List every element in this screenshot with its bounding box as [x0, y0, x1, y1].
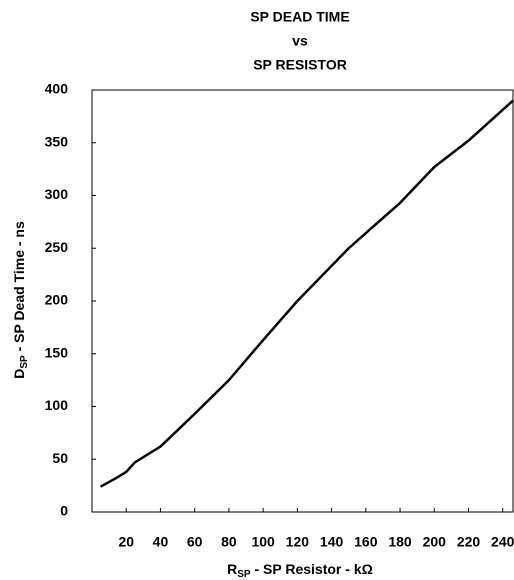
y-tick-label: 350: [45, 133, 69, 149]
y-label-sub: SP: [19, 355, 30, 369]
x-tick-label: 180: [388, 534, 412, 550]
x-tick-label: 80: [221, 534, 237, 550]
x-tick-label: 120: [286, 534, 310, 550]
y-tick-label: 100: [45, 397, 69, 413]
y-tick-label: 300: [45, 186, 69, 202]
chart-title: SP RESISTOR: [253, 57, 347, 73]
x-label-sub: SP: [237, 569, 251, 580]
chart-title: vs: [292, 33, 308, 49]
x-tick-label: 220: [457, 534, 481, 550]
y-tick-label: 250: [45, 239, 69, 255]
y-tick-label: 200: [45, 292, 69, 308]
x-tick-label: 240: [491, 534, 514, 550]
y-tick-label: 400: [45, 81, 69, 97]
y-axis-label: DSP - SP Dead Time - ns: [11, 221, 30, 379]
x-tick-label: 20: [118, 534, 134, 550]
y-tick-label: 0: [60, 503, 68, 519]
y-tick-label: 50: [52, 450, 68, 466]
y-tick-label: 150: [45, 344, 69, 360]
chart-title: SP DEAD TIME: [250, 9, 349, 25]
x-tick-label: 40: [153, 534, 169, 550]
y-label-rest: - SP Dead Time - ns: [11, 221, 27, 355]
x-tick-label: 160: [354, 534, 378, 550]
data-line: [99, 99, 514, 488]
x-tick-label: 200: [423, 534, 447, 550]
x-tick-label: 60: [187, 534, 203, 550]
y-label-main: D: [11, 369, 27, 379]
x-label-main: R: [227, 561, 237, 577]
x-axis-label: RSP - SP Resistor - kΩ: [227, 561, 373, 580]
x-tick-label: 140: [320, 534, 344, 550]
x-tick-label: 100: [251, 534, 275, 550]
x-label-rest: - SP Resistor - kΩ: [251, 561, 373, 577]
